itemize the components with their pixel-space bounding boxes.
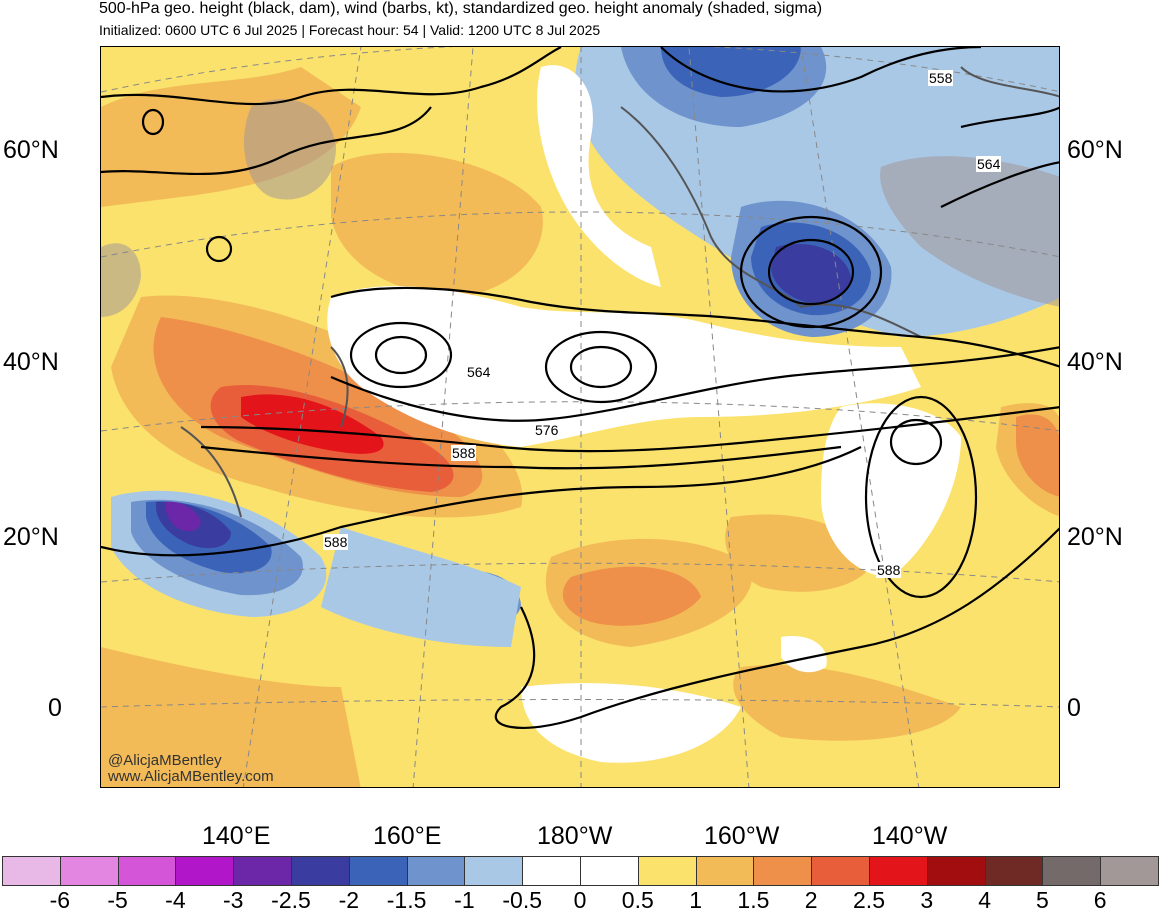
colorbar-swatch — [753, 856, 813, 886]
colorbar-tick-label: 0.5 — [621, 887, 654, 913]
colorbar-tick-label: 6 — [1093, 887, 1107, 913]
height-contours — [101, 47, 1059, 729]
contour-label-588-east: 588 — [876, 562, 902, 578]
colorbar-tick-label: -3 — [222, 887, 244, 913]
lon-label-140e: 140°E — [202, 822, 271, 850]
colorbar-tick-label: 1 — [689, 887, 702, 913]
colorbar-tick-label: -0.5 — [502, 887, 543, 913]
lat-label-40n-right: 40°N — [1067, 348, 1123, 376]
colorbar-tick-label: 3 — [920, 887, 934, 913]
colorbar-tick-label: -1.5 — [386, 887, 427, 913]
colorbar-swatch — [637, 856, 697, 886]
lat-label-60n-right: 60°N — [1067, 136, 1123, 164]
credit-handle: @AlicjaMBentley — [108, 752, 222, 769]
colorbar-tick-label: -5 — [107, 887, 128, 913]
colorbar-swatch — [348, 856, 408, 886]
lat-label-0-left: 0 — [48, 694, 62, 722]
lon-label-160w: 160°W — [704, 822, 780, 850]
colorbar-swatch — [175, 856, 235, 886]
colorbar-tick-label: 1.5 — [737, 887, 770, 913]
colorbar — [2, 856, 1159, 886]
colorbar-swatch — [579, 856, 639, 886]
colorbar-tick-label: -4 — [165, 887, 186, 913]
colorbar-swatch — [1100, 856, 1159, 886]
lon-label-160e: 160°E — [373, 822, 442, 850]
colorbar-tick-label: 2 — [804, 887, 818, 913]
colorbar-swatch — [406, 856, 466, 886]
graticule — [101, 47, 1059, 787]
anomaly-neutral-shading — [327, 65, 961, 763]
colorbar-tick-label: -6 — [49, 887, 71, 913]
colorbar-swatch — [290, 856, 350, 886]
colorbar-tick-label: 0 — [573, 887, 587, 913]
colorbar-swatch — [464, 856, 524, 886]
lat-label-60n-left: 60°N — [3, 136, 59, 164]
colorbar-tick-label: -2.5 — [271, 887, 311, 913]
lat-label-0-right: 0 — [1067, 694, 1081, 722]
colorbar-tick-label: 4 — [978, 887, 991, 913]
lon-label-140w: 140°W — [872, 822, 948, 850]
colorbar-tick-label: -2 — [338, 887, 360, 913]
colorbar-tick-label: 5 — [1035, 887, 1049, 913]
map-graphic — [101, 47, 1059, 787]
colorbar-swatch — [233, 856, 292, 886]
contour-label-564-mid: 564 — [466, 364, 492, 380]
lon-label-180w: 180°W — [537, 822, 613, 850]
lat-label-20n-left: 20°N — [3, 523, 59, 551]
chart-subtitle: Initialized: 0600 UTC 6 Jul 2025 | Forec… — [99, 22, 601, 38]
colorbar-tick-label: -1 — [454, 887, 475, 913]
chart-title: 500-hPa geo. height (black, dam), wind (… — [99, 0, 823, 17]
colorbar-swatch — [984, 856, 1044, 886]
anomaly-high-gray-shading — [101, 99, 1059, 317]
colorbar-swatch — [59, 856, 119, 886]
colorbar-swatch — [1042, 856, 1102, 886]
colorbar-tick-label: 2.5 — [853, 887, 885, 913]
lat-label-20n-right: 20°N — [1067, 523, 1123, 551]
lat-label-40n-left: 40°N — [3, 348, 59, 376]
contour-label-588-south: 588 — [323, 534, 349, 550]
colorbar-swatch — [117, 856, 177, 886]
contour-label-588-west: 588 — [451, 445, 477, 461]
colorbar-swatch — [2, 856, 61, 886]
contour-label-564-north: 564 — [976, 156, 1002, 172]
colorbar-swatch — [811, 856, 870, 886]
colorbar-swatch — [522, 856, 581, 886]
anomaly-positive-shading — [101, 67, 1059, 787]
contour-label-576: 576 — [534, 422, 560, 438]
contour-label-558: 558 — [928, 70, 954, 86]
colorbar-swatch — [695, 856, 755, 886]
credit-url: www.AlicjaMBentley.com — [108, 768, 274, 785]
map-panel — [100, 46, 1060, 788]
colorbar-swatch — [926, 856, 986, 886]
colorbar-swatch — [868, 856, 928, 886]
